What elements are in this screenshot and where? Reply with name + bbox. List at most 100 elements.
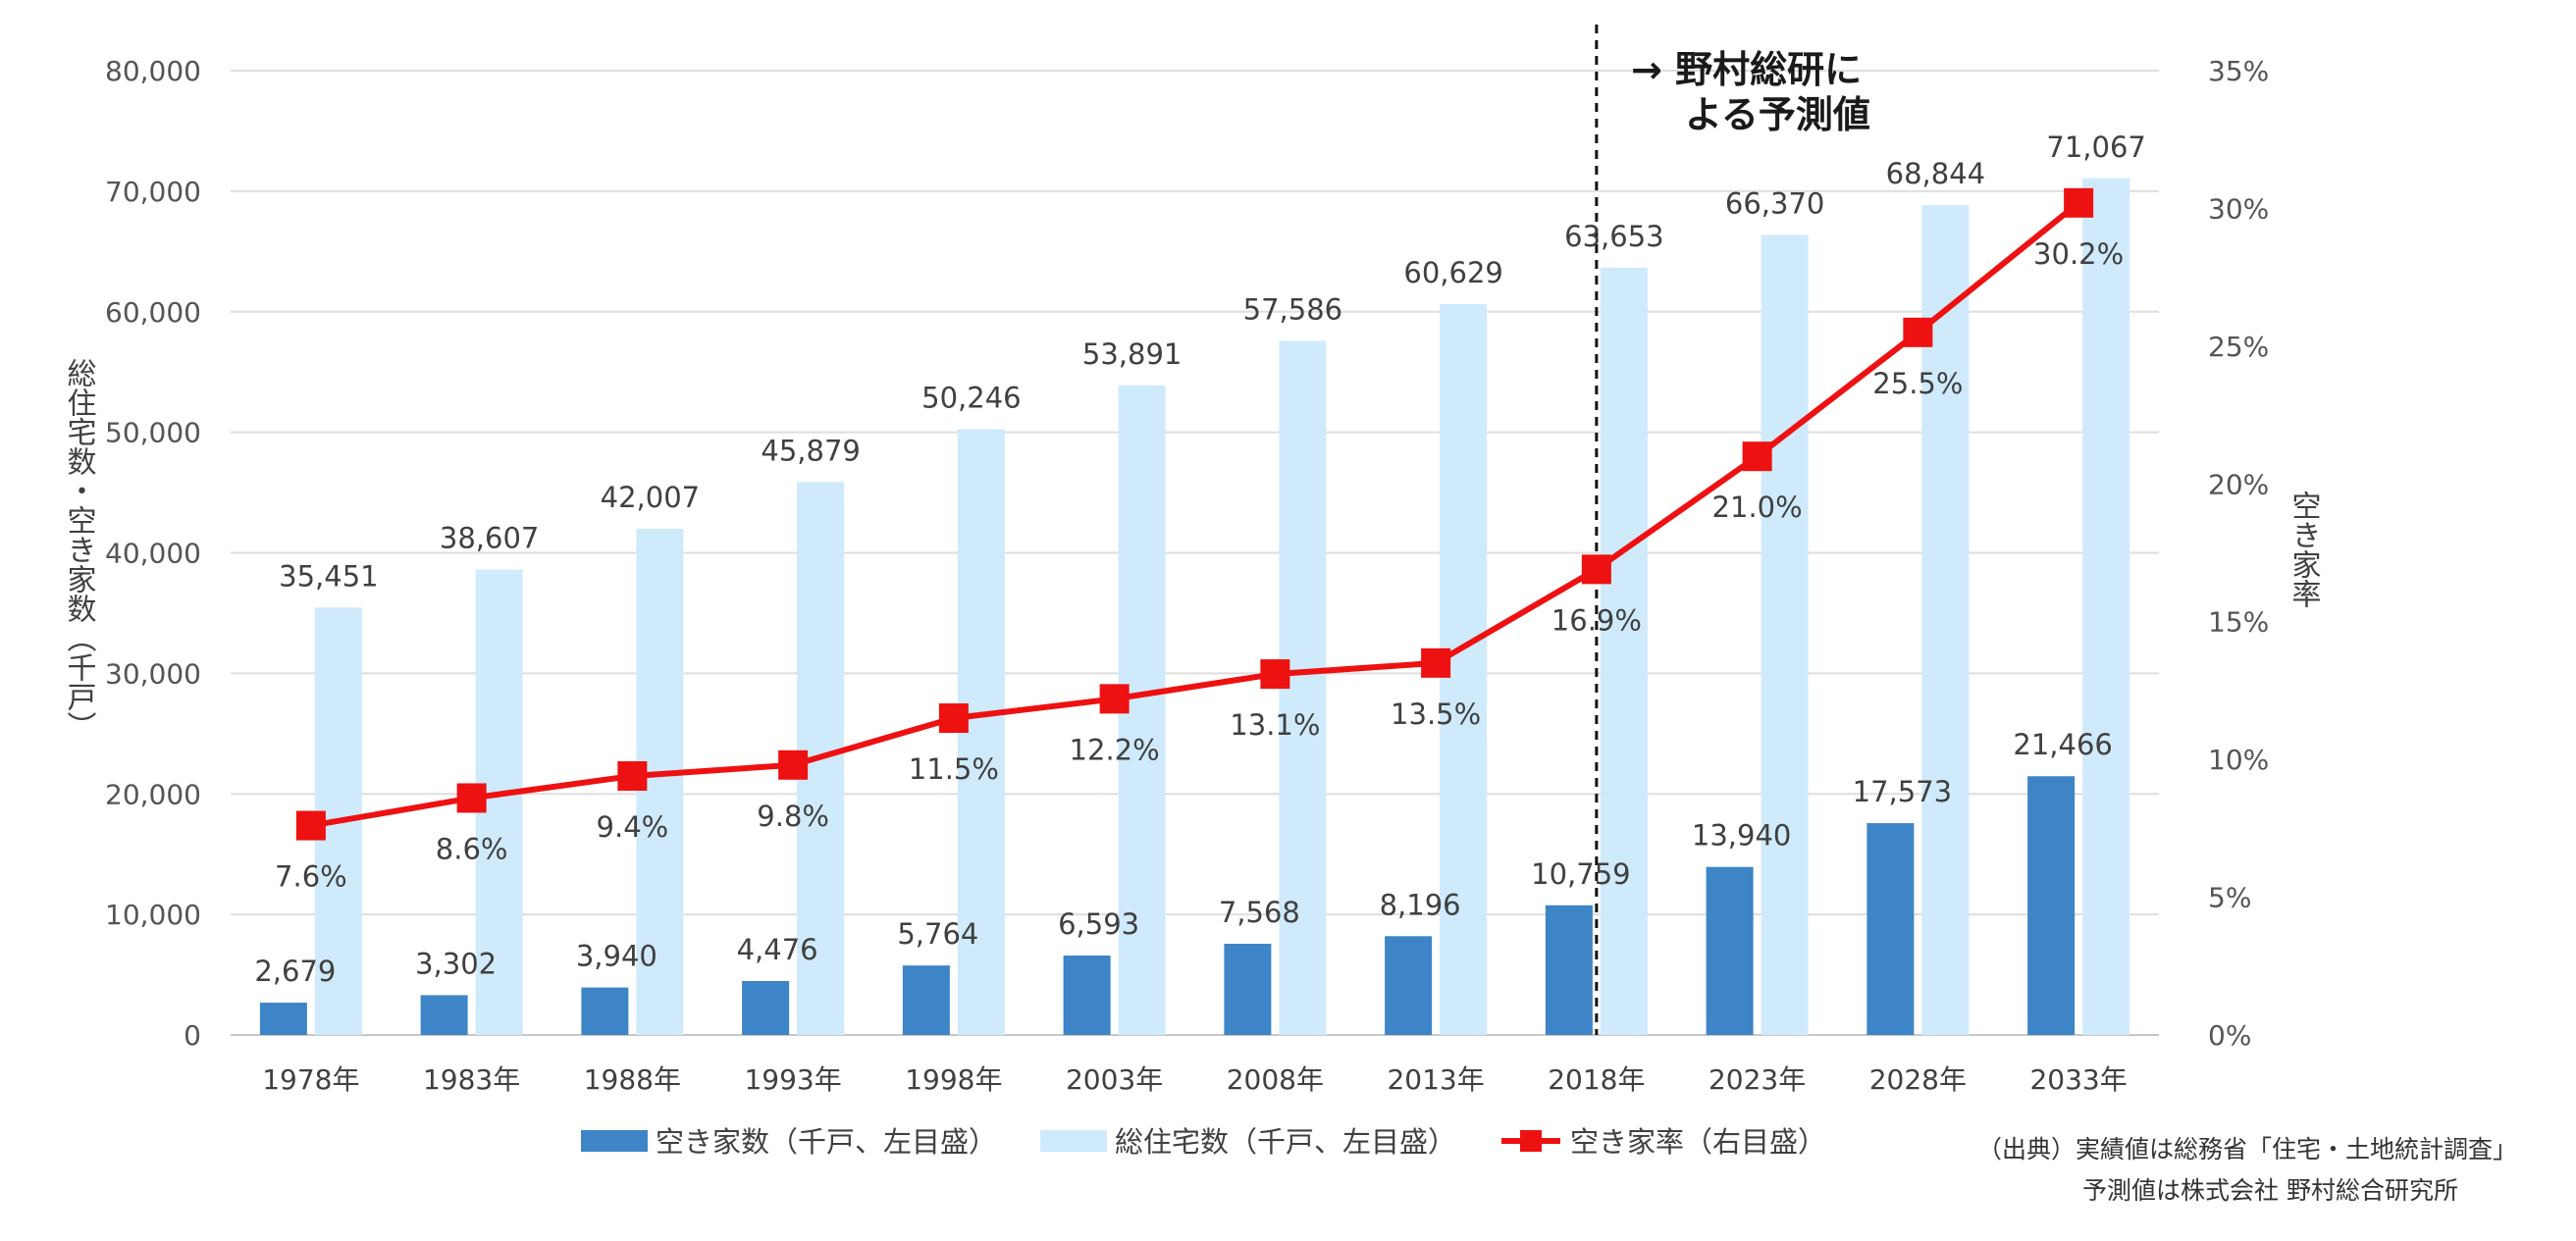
legend-label-rate: 空き家率（右目盛） — [1570, 1125, 1826, 1159]
source-note-line1: （出典）実績値は総務省「住宅・土地統計調査」 — [1977, 1135, 2517, 1163]
vacancy-rate-label: 25.5% — [1872, 367, 1963, 400]
x-axis-tick-label: 2003年 — [1066, 1063, 1163, 1096]
vacant-houses-bar — [902, 965, 950, 1035]
total-housing-bar — [1761, 234, 1809, 1035]
total-housing-label: 57,586 — [1243, 292, 1342, 326]
vacancy-rate-label: 8.6% — [436, 832, 508, 865]
source-note: （出典）実績値は総務省「住宅・土地統計調査」 予測値は株式会社 野村総合研究所 — [1977, 1135, 2517, 1205]
vacant-houses-bar — [420, 995, 468, 1035]
vacant-houses-label: 6,593 — [1058, 907, 1139, 941]
vacant-houses-label: 2,679 — [254, 955, 336, 988]
legend-label-total: 総住宅数（千戸、左目盛） — [1115, 1125, 1456, 1159]
right-axis-tick-label: 0% — [2208, 1019, 2251, 1052]
vacancy-rate-label: 21.0% — [1712, 491, 1803, 524]
vacant-houses-labels: 2,679 3,302 3,940 4,476 5,764 6,593 7,568 8,196… — [254, 728, 2113, 988]
x-axis-tick-label: 1993年 — [744, 1063, 841, 1096]
forecast-annotation-line2: よる予測値 — [1685, 93, 1870, 136]
total-housing-label: 50,246 — [921, 382, 1021, 415]
right-axis-ticks: 0% 5% 10% 15% 20% 25% 30% 35% — [2208, 55, 2269, 1052]
left-axis-tick-label: 40,000 — [105, 538, 201, 570]
legend-swatch-vacant — [581, 1130, 648, 1152]
gridlines — [231, 70, 2159, 1036]
total-housing-label: 53,891 — [1082, 337, 1182, 371]
left-axis-ticks: 0 10,000 20,000 30,000 40,000 50,000 60,000 70,… — [105, 55, 201, 1052]
vacant-houses-bar — [1545, 905, 1593, 1035]
vacancy-rate-marker — [1903, 317, 1933, 347]
vacant-houses-bar — [259, 1003, 307, 1035]
right-axis-title: 空き家率 — [2287, 491, 2321, 608]
total-housing-label: 35,451 — [279, 559, 378, 593]
vacant-houses-bar — [2027, 776, 2076, 1035]
left-axis-tick-label: 10,000 — [105, 899, 201, 931]
vacancy-rate-marker — [1421, 647, 1451, 678]
legend: 空き家数（千戸、左目盛） 総住宅数（千戸、左目盛） 空き家率（右目盛） — [581, 1125, 1826, 1159]
total-housing-label: 42,007 — [601, 481, 700, 514]
x-axis-tick-label: 2008年 — [1227, 1063, 1324, 1096]
x-axis-tick-label: 2028年 — [1869, 1063, 1967, 1096]
right-axis-tick-label: 5% — [2208, 882, 2251, 914]
vacancy-rate-marker — [617, 760, 648, 791]
x-axis-tick-label: 2013年 — [1387, 1063, 1484, 1096]
vacancy-rate-marker — [295, 810, 326, 841]
x-axis-tick-label: 1998年 — [905, 1063, 1002, 1096]
vacancy-rate-line — [295, 187, 2094, 841]
vacant-houses-label: 3,302 — [415, 947, 497, 980]
vacancy-rate-label: 16.9% — [1551, 603, 1642, 637]
total-housing-label: 38,607 — [440, 522, 539, 555]
left-axis-tick-label: 50,000 — [105, 417, 201, 449]
vacancy-rate-polyline — [310, 200, 2081, 829]
vacant-houses-bar — [1706, 866, 1754, 1035]
forecast-annotation-line1: → 野村総研に — [1631, 48, 1862, 91]
vacant-houses-bar — [1866, 823, 1915, 1035]
vacancy-rate-label: 9.4% — [597, 810, 669, 844]
vacant-houses-bar — [1224, 944, 1272, 1035]
vacancy-rate-marker — [1099, 684, 1130, 714]
forecast-annotation: → 野村総研に よる予測値 — [1631, 48, 1870, 136]
vacancy-rate-marker — [938, 703, 969, 734]
vacancy-rate-label: 30.2% — [2033, 237, 2124, 271]
x-axis-tick-label: 1983年 — [423, 1063, 520, 1096]
vacant-houses-label: 13,940 — [1692, 819, 1791, 853]
vacancy-rate-label: 13.1% — [1230, 708, 1320, 742]
left-axis-title: 総住宅数・空き家数（千戸） — [62, 358, 97, 741]
total-housing-label: 71,067 — [2046, 130, 2145, 164]
vacant-houses-label: 8,196 — [1380, 888, 1461, 921]
total-housing-label: 60,629 — [1403, 256, 1502, 289]
right-axis-tick-label: 35% — [2208, 55, 2269, 87]
left-axis-tick-label: 70,000 — [105, 176, 201, 208]
legend-swatch-rate-marker — [1520, 1130, 1542, 1152]
vacancy-rate-marker — [1581, 554, 1611, 585]
vacant-houses-bar — [581, 987, 629, 1035]
left-axis-tick-label: 0 — [184, 1019, 201, 1052]
total-housing-label: 63,653 — [1564, 220, 1663, 253]
right-axis-tick-label: 20% — [2208, 468, 2269, 500]
vacant-houses-label: 4,476 — [737, 933, 818, 966]
x-axis-tick-label: 1978年 — [262, 1063, 359, 1096]
source-note-line2: 予測値は株式会社 野村総合研究所 — [2082, 1176, 2458, 1205]
vacant-houses-bar — [1063, 955, 1111, 1035]
x-axis-tick-label: 2023年 — [1709, 1063, 1806, 1096]
right-axis-tick-label: 10% — [2208, 744, 2269, 776]
legend-label-vacant: 空き家数（千戸、左目盛） — [656, 1125, 997, 1159]
vacancy-rate-label: 12.2% — [1070, 733, 1160, 766]
total-housing-label: 68,844 — [1886, 157, 1985, 190]
x-axis-tick-label: 1988年 — [584, 1063, 681, 1096]
x-axis-ticks: 1978年 1983年 1988年 1993年 1998年 2003年 2008年 2013年… — [262, 1063, 2128, 1096]
vacant-houses-label: 3,940 — [576, 940, 657, 973]
right-axis-tick-label: 15% — [2208, 606, 2269, 639]
x-axis-tick-label: 2033年 — [2029, 1063, 2127, 1096]
vacancy-rate-label: 9.8% — [757, 800, 829, 833]
total-housing-label: 66,370 — [1725, 186, 1824, 220]
vacancy-rate-marker — [2064, 187, 2094, 218]
vacancy-rate-labels: 7.6% 8.6% 9.4% 9.8% 11.5% 12.2% 13.1% 13.5% 16.9… — [275, 237, 2124, 894]
left-axis-tick-label: 20,000 — [105, 778, 201, 810]
vacancy-rate-label: 11.5% — [909, 752, 999, 786]
vacant-houses-label: 7,568 — [1219, 896, 1300, 929]
vacancy-rate-label: 13.5% — [1391, 698, 1481, 731]
legend-swatch-total — [1040, 1130, 1107, 1152]
vacant-houses-label: 21,466 — [2013, 728, 2112, 761]
vacancy-rate-marker — [1260, 659, 1290, 690]
x-axis-tick-label: 2018年 — [1548, 1063, 1645, 1096]
vacant-houses-label: 5,764 — [897, 917, 978, 951]
